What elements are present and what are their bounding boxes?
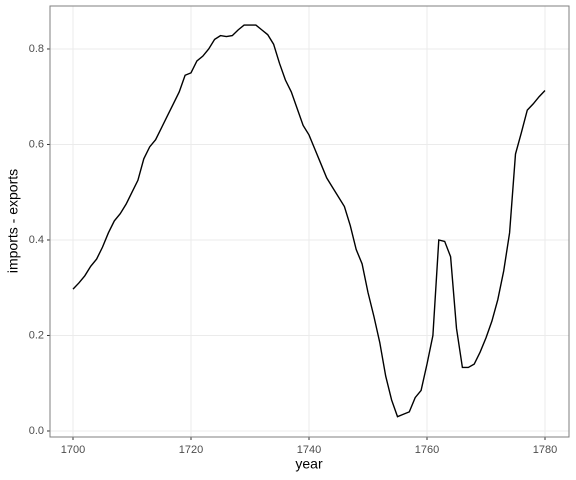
y-axis-label: imports - exports <box>5 169 21 273</box>
x-tick-label: 1780 <box>533 444 557 456</box>
y-tick-label: 0.8 <box>29 43 44 55</box>
panel-border <box>49 5 570 438</box>
y-tick-label: 0.4 <box>29 234 44 246</box>
x-tick-label: 1700 <box>61 444 85 456</box>
y-tick-label: 0.0 <box>29 425 44 437</box>
data-line <box>72 24 546 418</box>
x-axis-label: year <box>295 456 323 472</box>
y-tick-label: 0.6 <box>29 138 44 150</box>
x-tick-label: 1760 <box>415 444 439 456</box>
y-tick-label: 0.2 <box>29 329 44 341</box>
x-tick-label: 1740 <box>297 444 321 456</box>
x-tick-label: 1720 <box>179 444 203 456</box>
